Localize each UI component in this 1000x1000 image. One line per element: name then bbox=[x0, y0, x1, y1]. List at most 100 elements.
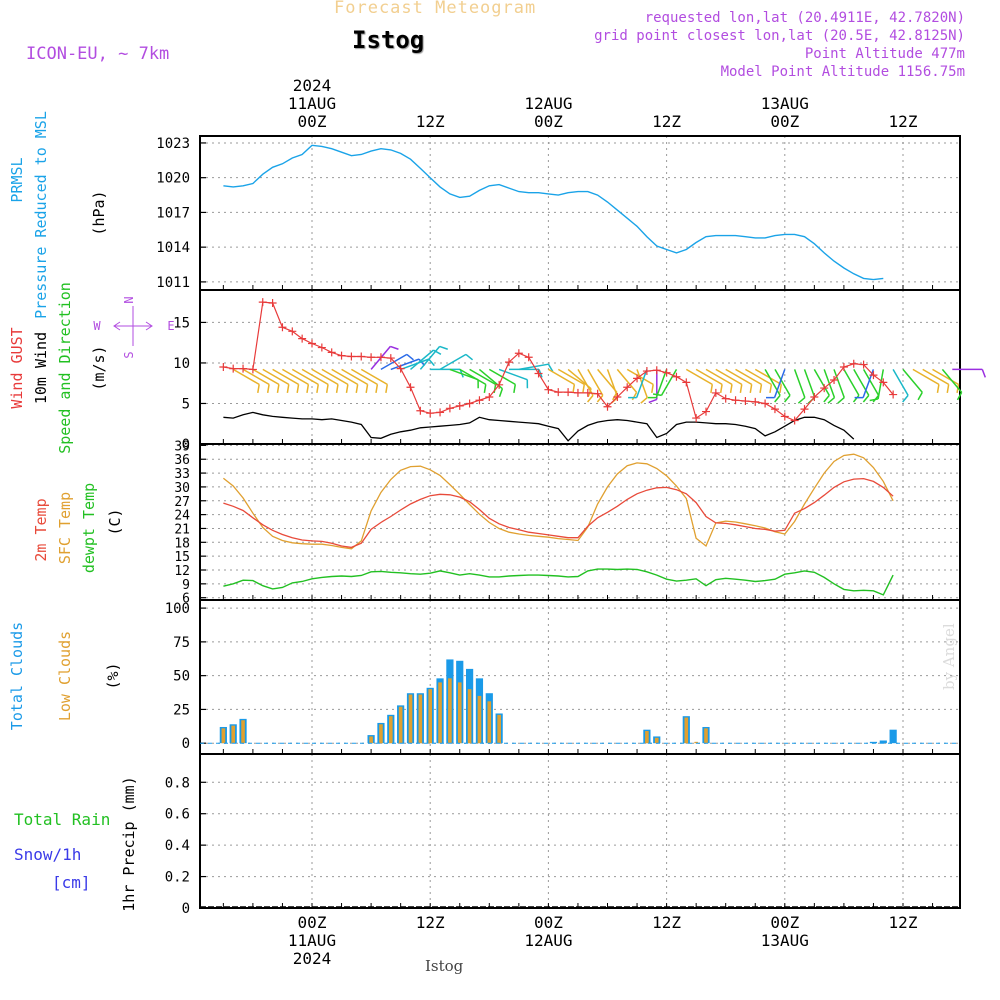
low-cloud-bar bbox=[477, 695, 482, 744]
wind-barb-flag bbox=[572, 384, 576, 393]
top-time-label: 00Z bbox=[298, 112, 327, 131]
snow-unit-label: [cm] bbox=[52, 873, 91, 892]
gust-marker bbox=[770, 405, 779, 414]
y-tick-label: 1014 bbox=[156, 240, 190, 256]
wind-barb-flag bbox=[582, 384, 586, 393]
snow-label: Snow/1h bbox=[14, 845, 81, 864]
wind-barb bbox=[695, 368, 723, 393]
gust-line bbox=[223, 301, 894, 422]
gust-marker bbox=[495, 380, 504, 389]
footer-location: Istog bbox=[425, 957, 464, 975]
gust-marker bbox=[534, 369, 543, 378]
gust-marker bbox=[859, 360, 868, 369]
low-cloud-bar bbox=[389, 716, 393, 744]
compass-s: S bbox=[122, 351, 136, 358]
wind-barb-flag bbox=[946, 384, 950, 393]
wind-barb-shaft bbox=[439, 353, 467, 371]
wind-barb bbox=[652, 369, 678, 397]
model-label: ICON-EU, ~ 7km bbox=[26, 44, 170, 64]
wind-barb-shaft bbox=[745, 368, 772, 386]
y-tick-label: 27 bbox=[174, 495, 190, 510]
gust-marker bbox=[564, 388, 573, 397]
gust-marker bbox=[485, 392, 494, 401]
y-tick-label: 5 bbox=[182, 396, 190, 412]
bottom-time-label: 13AUG bbox=[761, 931, 809, 950]
wind-barb bbox=[232, 368, 260, 393]
wind-barb bbox=[754, 368, 783, 393]
low-cloud-bar bbox=[241, 720, 245, 744]
y-tick-label: 0.8 bbox=[165, 775, 190, 791]
top-time-label: 2024 bbox=[293, 76, 332, 95]
wind-barb-flag bbox=[355, 384, 359, 393]
wind-barb-flag bbox=[498, 388, 504, 397]
wind-barb-shaft bbox=[773, 369, 786, 398]
compass-w: W bbox=[93, 319, 101, 333]
wind-barb bbox=[518, 363, 554, 372]
wind-barb-shaft bbox=[311, 368, 339, 386]
wind-barb-shaft bbox=[262, 368, 290, 386]
wind-barb-flag bbox=[640, 397, 648, 404]
gust-marker bbox=[239, 364, 248, 373]
wind-barb-flag bbox=[774, 394, 781, 403]
gust-marker bbox=[810, 392, 819, 401]
gust-marker bbox=[386, 354, 395, 363]
gust-marker bbox=[889, 390, 898, 399]
wind-barb-shaft bbox=[705, 368, 733, 386]
gust-marker bbox=[711, 388, 720, 397]
gust-marker bbox=[731, 396, 740, 405]
wind-barb bbox=[341, 368, 369, 393]
wind-barb-shaft bbox=[932, 368, 959, 386]
wind-barb-flag bbox=[465, 353, 474, 361]
wind-barb bbox=[262, 368, 290, 393]
gust-marker bbox=[583, 388, 592, 397]
total-cloud-bar bbox=[889, 729, 897, 744]
gust-marker bbox=[455, 401, 464, 410]
y-tick-label: 1020 bbox=[156, 171, 190, 187]
wind-barb-flag bbox=[483, 384, 487, 393]
top-time-label: 12Z bbox=[889, 112, 918, 131]
wind-barb-flag bbox=[651, 384, 654, 393]
wind-barb-flag bbox=[477, 379, 479, 389]
wind-barb bbox=[282, 368, 310, 393]
wind-barb bbox=[439, 353, 474, 371]
wind-barb bbox=[912, 368, 940, 393]
gust-marker bbox=[376, 353, 385, 362]
wind-barb bbox=[597, 368, 618, 401]
wind-barb bbox=[430, 368, 464, 378]
wind-barb bbox=[869, 369, 885, 402]
gust-marker bbox=[298, 334, 307, 343]
wind-barb-shaft bbox=[803, 369, 816, 398]
wind-barb-flag bbox=[797, 397, 806, 404]
wind10m-line bbox=[223, 411, 855, 442]
wind-barb-shaft bbox=[419, 345, 441, 370]
low-cloud-bar bbox=[694, 741, 698, 744]
wind-barb-shaft bbox=[912, 368, 940, 386]
wind-barb-flag bbox=[375, 384, 379, 393]
wind-barb bbox=[725, 368, 753, 393]
y-tick-label: 50 bbox=[173, 669, 190, 685]
clouds-unit-label: (%) bbox=[104, 662, 122, 689]
wind-barb-flag bbox=[631, 392, 638, 401]
wind-barb bbox=[628, 369, 648, 399]
wind-barb-flag bbox=[513, 384, 517, 393]
bottom-time-label: 00Z bbox=[534, 913, 563, 932]
gust-marker bbox=[869, 371, 878, 380]
wind-barb-flag bbox=[266, 384, 270, 393]
wind-barb-flag bbox=[869, 398, 879, 402]
wind-barb bbox=[833, 369, 845, 404]
wind-barb-shaft bbox=[695, 368, 723, 386]
pressure-unit-label: (hPa) bbox=[90, 190, 108, 235]
wind-barb-flag bbox=[862, 394, 870, 403]
y-tick-label: 0.4 bbox=[165, 838, 190, 854]
gust-marker bbox=[761, 399, 770, 408]
model-altitude: Model Point Altitude 1156.75m bbox=[720, 64, 965, 80]
gust-marker bbox=[436, 408, 445, 417]
gust-marker bbox=[317, 343, 326, 352]
wind-barb-flag bbox=[779, 384, 783, 393]
wind-barb-shaft bbox=[459, 368, 487, 386]
wind-barb-shaft bbox=[877, 369, 885, 400]
low-cloud-bar bbox=[221, 728, 226, 744]
wind-barb-shaft bbox=[843, 369, 860, 396]
wind-barb-flag bbox=[648, 398, 658, 404]
y-tick-label: 75 bbox=[173, 635, 190, 651]
